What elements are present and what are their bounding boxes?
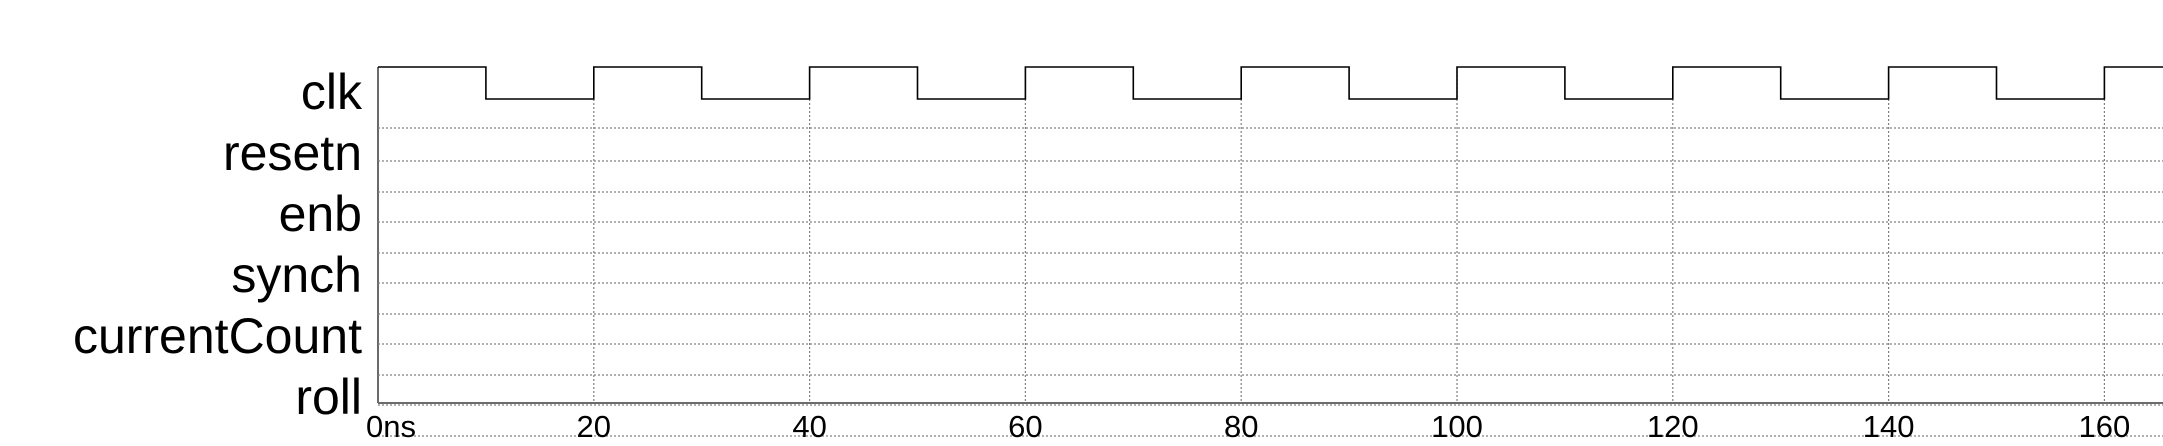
waveform-currentCount — [378, 343, 2163, 376]
waveform-synch — [378, 282, 2163, 315]
waveform-resetn — [378, 160, 2163, 193]
signal-label-synch: synch — [231, 247, 362, 303]
grid — [377, 67, 2163, 404]
waveform-enb — [378, 221, 2163, 254]
signal-label-resetn: resetn — [223, 125, 362, 181]
time-tick-label: 100 — [1431, 409, 1483, 444]
signal-label-clk: clk — [301, 64, 363, 120]
time-axis: 0ns 20 40 60 80 100 120 140 160 — [366, 409, 2130, 444]
waveform-clk — [378, 66, 2163, 100]
signal-label-currentCount: currentCount — [73, 308, 362, 364]
time-tick-label: 20 — [577, 409, 611, 444]
time-tick-label: 80 — [1224, 409, 1258, 444]
time-tick-label: 140 — [1863, 409, 1915, 444]
time-tick-label: 60 — [1008, 409, 1042, 444]
signal-label-roll: roll — [295, 369, 362, 425]
time-tick-label: 120 — [1647, 409, 1699, 444]
time-tick-label: 40 — [792, 409, 826, 444]
signal-label-enb: enb — [279, 186, 362, 242]
waveform-roll — [378, 404, 2163, 437]
time-tick-label: 160 — [2079, 409, 2131, 444]
waveforms — [378, 66, 2163, 437]
time-tick-label: 0ns — [366, 409, 416, 444]
